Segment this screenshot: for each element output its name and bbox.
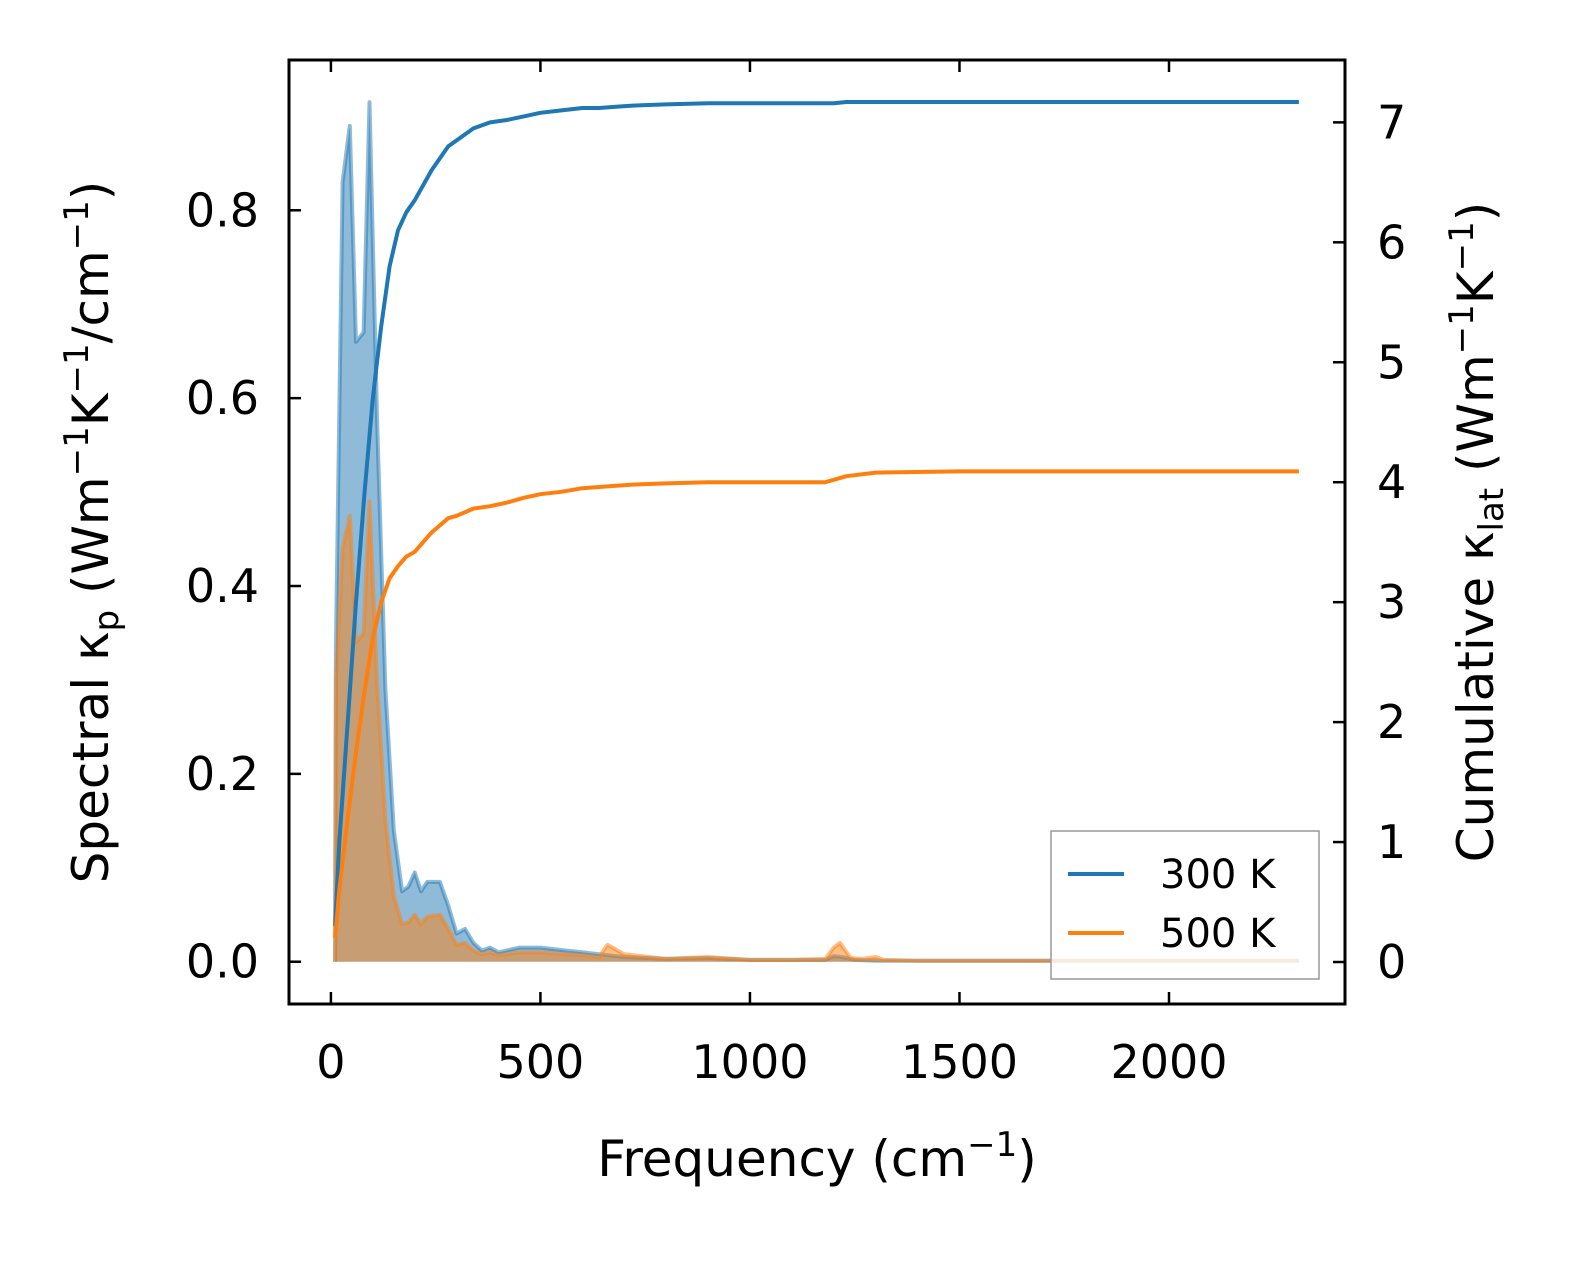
axis-title-part: ) (62, 181, 120, 201)
axis-title-part: −1 (1442, 304, 1482, 354)
axis-title-part: −1 (57, 343, 97, 393)
plot-frame (287, 58, 1347, 1006)
y-left-tick-label: 0.8 (186, 183, 259, 237)
axis-title-part: (Wm (1447, 354, 1505, 488)
y-left-tick-label: 0.2 (186, 747, 259, 801)
y-left-tick-label: 0.6 (186, 371, 259, 425)
y-right-tick-label: 2 (1377, 695, 1406, 749)
x-tick-label: 0 (316, 1035, 345, 1089)
y-right-tick-label: 1 (1377, 815, 1406, 869)
x-tick-label: 2000 (1110, 1035, 1227, 1089)
axis-title-part: K (62, 392, 120, 426)
series-line-layer (333, 100, 1299, 939)
x-axis-title: Frequency (cm−1) (597, 1125, 1037, 1188)
x-axis-title-end: ) (1017, 1130, 1037, 1188)
x-tick-label: 1000 (691, 1035, 808, 1089)
y-right-tick-label: 6 (1377, 215, 1406, 269)
axis-title-part: p (87, 610, 127, 632)
axis-title-part: /cm (62, 250, 120, 343)
axis-title-part: K (1447, 270, 1505, 304)
legend-box (1050, 830, 1320, 980)
axis-title-part: −1 (57, 200, 97, 250)
x-tick-label: 1500 (901, 1035, 1018, 1089)
y-left-axis-title: Spectral κp (Wm−1K−1/cm−1) (57, 181, 127, 884)
cumulative-line-300k (333, 100, 1299, 927)
axis-title-part: −1 (57, 426, 97, 476)
axis-title-part: Cumulative κ (1447, 531, 1505, 862)
axis-title-part: (Wm (62, 476, 120, 610)
tick-layer: 0 500 1000 1500 2000 0.0 0.2 0.4 0.6 0.8 0 1 2 3 4 5 6 7 (186, 60, 1406, 1089)
axis-title-part: Spectral κ (62, 632, 120, 884)
y-right-tick-label: 3 (1377, 575, 1406, 629)
y-left-tick-label: 0.0 (186, 935, 259, 989)
y-right-tick-label: 4 (1377, 455, 1406, 509)
axis-title-part: ) (1447, 202, 1505, 222)
spectral-fill-layer (333, 100, 1299, 963)
axis-title-part: lat (1472, 488, 1512, 532)
y-left-tick-label: 0.4 (186, 559, 259, 613)
y-right-axis-title: Cumulative κlat (Wm−1K−1) (1442, 202, 1512, 862)
cumulative-line-500k (333, 469, 1299, 939)
y-right-tick-label: 7 (1377, 95, 1406, 149)
spectral-line-500k (333, 499, 1299, 963)
x-tick-label: 500 (497, 1035, 585, 1089)
legend-label-500k: 500 K (1160, 911, 1277, 957)
legend: 300 K 500 K (1050, 830, 1320, 980)
axis-title-part: −1 (1442, 221, 1482, 271)
y-right-tick-label: 0 (1377, 935, 1406, 989)
y-right-tick-label: 5 (1377, 335, 1406, 389)
x-axis-title-sup: −1 (967, 1125, 1017, 1165)
legend-label-300k: 300 K (1160, 852, 1277, 898)
